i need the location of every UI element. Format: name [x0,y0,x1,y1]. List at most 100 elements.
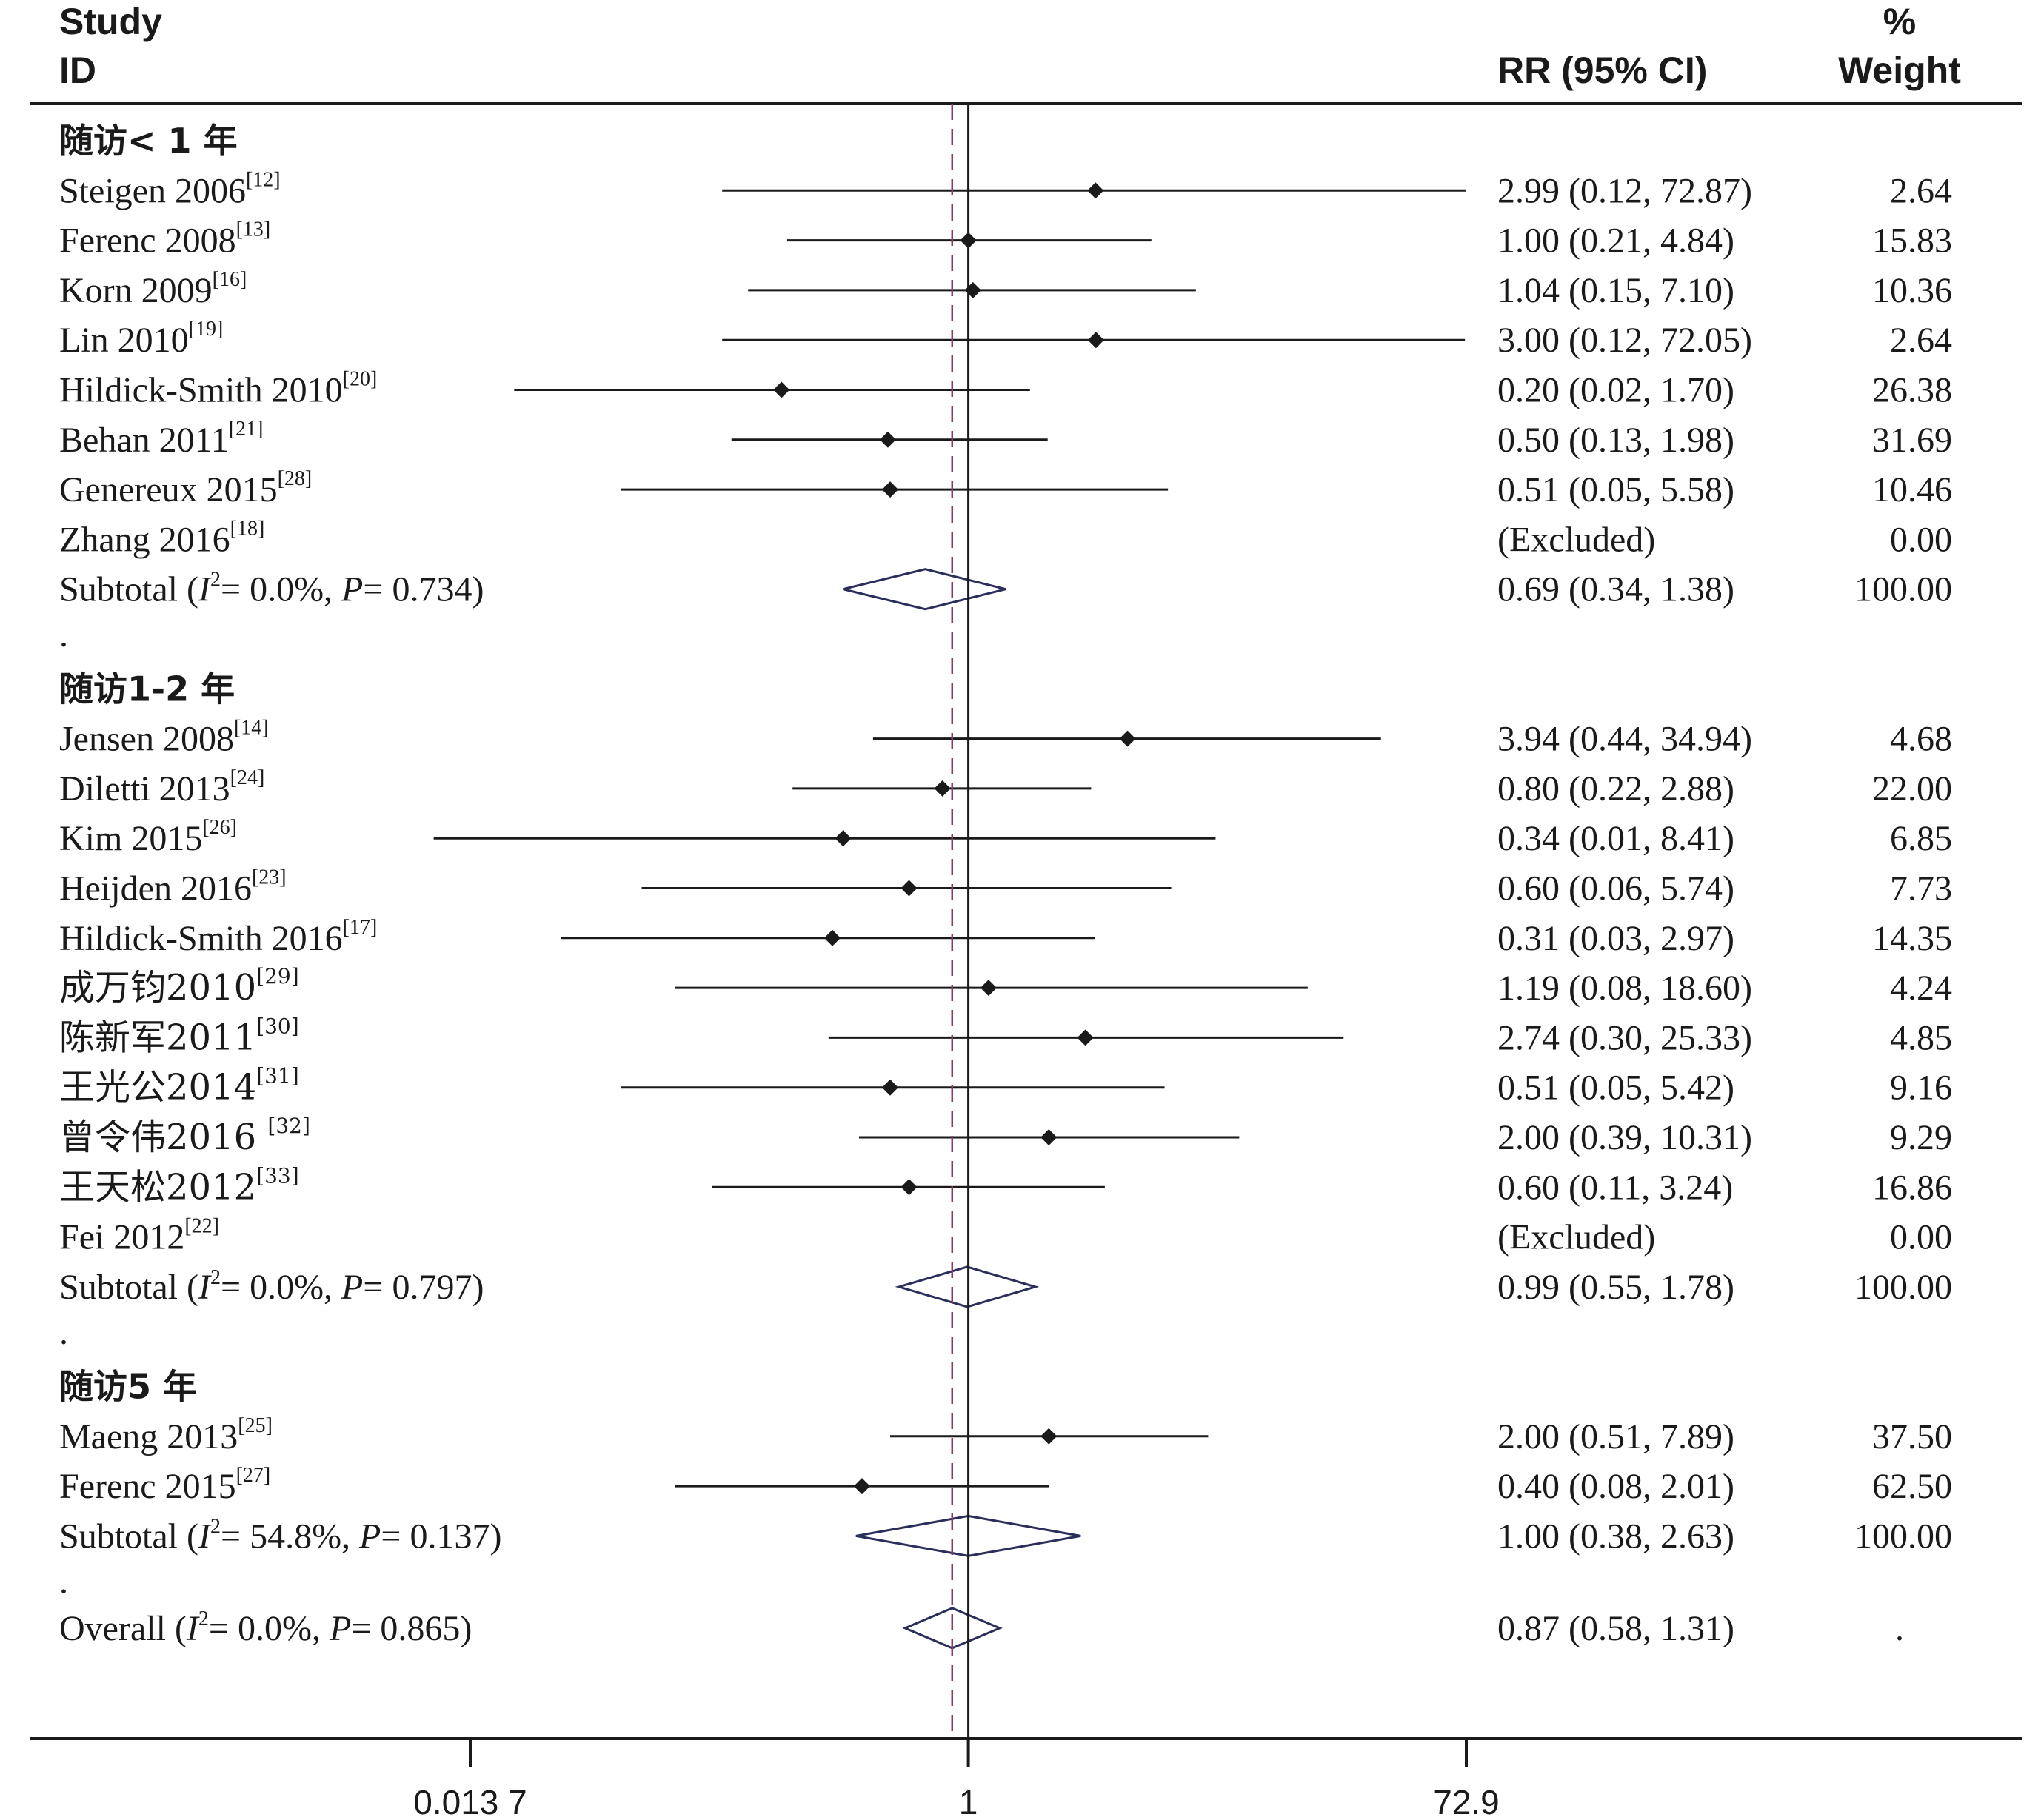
rr-ci-value: 1.19 (0.08, 18.60) [1497,968,1752,1008]
weight-value: 2.64 [1890,171,1952,210]
subtotal-label: Subtotal (I2= 0.0%, P= 0.797) [59,1266,484,1307]
subtotal-label: Overall (I2= 0.0%, P= 0.865) [59,1607,472,1648]
point-estimate [824,929,841,946]
point-estimate [879,431,896,448]
study-label: 陈新军2011[30] [59,1014,299,1058]
header-weight: Weight [1838,50,1961,91]
rr-ci-value: 2.00 (0.51, 7.89) [1497,1417,1734,1456]
weight-value: 37.50 [1872,1417,1952,1456]
rr-ci-value: 1.00 (0.21, 4.84) [1497,221,1734,261]
weight-value: 16.86 [1872,1168,1952,1207]
rr-ci-value: 0.99 (0.55, 1.78) [1497,1268,1734,1307]
study-label: Genereux 2015[28] [59,467,312,509]
point-estimate [882,1079,899,1096]
rr-ci-value: 2.99 (0.12, 72.87) [1497,171,1752,210]
point-estimate [934,780,951,797]
weight-value: 6.85 [1890,819,1952,858]
section-separator: . [59,1313,68,1352]
point-estimate [1040,1428,1058,1445]
subtotal-diamond [843,568,1006,611]
weight-value: 9.29 [1890,1118,1952,1157]
weight-value: 14.35 [1872,919,1952,958]
rr-ci-value: 3.00 (0.12, 72.05) [1497,321,1752,360]
weight-value: 7.73 [1890,869,1952,909]
weight-value: 100.00 [1854,570,1952,609]
rr-ci-value: 0.69 (0.34, 1.38) [1497,570,1734,609]
section-title: 随访5 年 [59,1367,197,1407]
study-label: Ferenc 2015[27] [59,1464,270,1506]
weight-value: 31.69 [1872,421,1952,460]
point-estimate [1077,1029,1094,1046]
weight-value: 22.00 [1872,769,1952,809]
x-tick-label: 1 [959,1783,978,1820]
study-label: Zhang 2016[18] [59,517,264,559]
point-estimate [773,381,790,398]
weight-value: 100.00 [1854,1268,1952,1307]
point-estimate [835,830,852,847]
subtotal-diamond [855,1514,1081,1557]
point-estimate [1087,182,1104,199]
subtotal-diamond [895,1265,1040,1308]
study-label: Steigen 2006[12] [59,168,281,210]
weight-value: 0.00 [1890,1218,1952,1257]
rr-ci-value: 1.00 (0.38, 2.63) [1497,1516,1734,1556]
weight-value: 4.85 [1890,1018,1952,1057]
header-rr: RR (95% CI) [1497,50,1707,91]
study-label: 曾令伟2016 [32] [59,1114,310,1158]
weight-value: 15.83 [1872,221,1952,261]
rr-ci-value: 0.31 (0.03, 2.97) [1497,919,1734,958]
study-label: 王光公2014[31] [59,1064,299,1108]
study-label: Lin 2010[19] [59,318,223,360]
study-label: Jensen 2008[14] [59,717,269,759]
rr-ci-value: 0.51 (0.05, 5.42) [1497,1068,1734,1108]
rr-ci-value: 0.80 (0.22, 2.88) [1497,769,1734,809]
header-percent: % [1883,1,1916,42]
study-label: 王天松2012[33] [59,1163,299,1208]
overall-diamond [902,1607,1003,1650]
rr-ci-value: (Excluded) [1497,1218,1655,1257]
subtotal-label: Subtotal (I2= 0.0%, P= 0.734) [59,569,484,609]
rr-ci-value: 0.60 (0.11, 3.24) [1497,1168,1733,1207]
weight-value: 2.64 [1890,321,1952,360]
point-estimate [980,980,997,997]
point-estimate [1087,332,1104,349]
study-label: Hildick-Smith 2016[17] [59,916,377,958]
rr-ci-value: 2.00 (0.39, 10.31) [1497,1118,1752,1157]
x-tick-label: 72.9 [1433,1783,1500,1820]
weight-value: 10.46 [1872,470,1952,509]
weight-value: 4.24 [1890,968,1952,1008]
point-estimate [853,1478,870,1495]
rr-ci-value: 0.20 (0.02, 1.70) [1497,371,1734,410]
header-study: Study [59,1,162,42]
weight-value: 10.36 [1872,271,1952,310]
point-estimate [1119,730,1136,747]
rr-ci-value: (Excluded) [1497,520,1655,559]
section-separator: . [59,615,68,655]
point-estimate [901,1179,918,1196]
study-label: Ferenc 2008[13] [59,218,270,261]
x-axis: 0.013 7 1 72.9 [413,1739,1500,1820]
weight-value: 26.38 [1872,371,1952,410]
subtotal-label: Subtotal (I2= 54.8%, P= 0.137) [59,1515,501,1556]
rr-ci-value: 0.34 (0.01, 8.41) [1497,819,1734,858]
rr-ci-value: 0.51 (0.05, 5.58) [1497,470,1734,509]
rr-ci-value: 2.74 (0.30, 25.33) [1497,1018,1752,1057]
weight-value: . [1895,1609,1904,1648]
weight-value: 0.00 [1890,520,1952,559]
study-label: Hildick-Smith 2010[20] [59,368,377,410]
rr-ci-value: 0.87 (0.58, 1.31) [1497,1609,1734,1648]
rr-ci-value: 1.04 (0.15, 7.10) [1497,271,1734,310]
weight-value: 100.00 [1854,1516,1952,1556]
point-estimate [882,481,899,498]
section-separator: . [59,1562,68,1602]
study-label: 成万钧2010[29] [59,964,299,1008]
study-label: Korn 2009[16] [59,268,247,310]
study-label: Fei 2012[22] [59,1215,219,1257]
study-rows: 随访< 1 年 Steigen 2006[12] 2.99 (0.12, 72.87… [59,104,1952,1739]
point-estimate [901,880,918,897]
x-tick-label: 0.013 7 [413,1783,527,1820]
weight-value: 9.16 [1890,1068,1952,1108]
weight-value: 4.68 [1890,720,1952,759]
rr-ci-value: 0.50 (0.13, 1.98) [1497,421,1734,460]
